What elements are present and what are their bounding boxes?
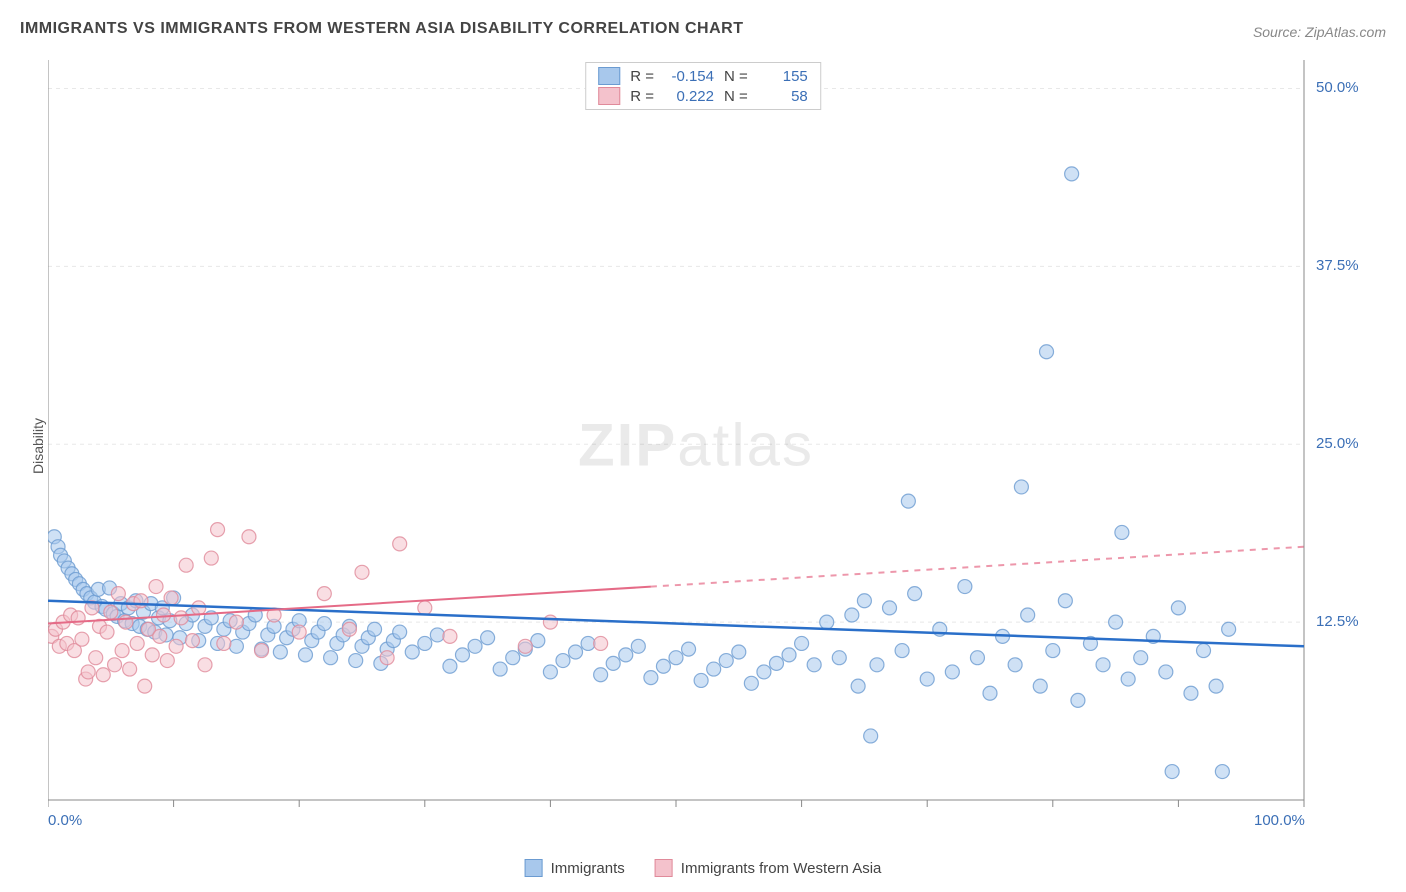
legend-swatch bbox=[525, 859, 543, 877]
y-tick-label: 12.5% bbox=[1316, 613, 1359, 630]
source-label: Source: ZipAtlas.com bbox=[1253, 24, 1386, 40]
correlation-legend: R = -0.154 N = 155 R = 0.222 N = 58 bbox=[585, 62, 821, 110]
chart-title: IMMIGRANTS VS IMMIGRANTS FROM WESTERN AS… bbox=[20, 20, 743, 38]
y-tick-label: 37.5% bbox=[1316, 257, 1359, 274]
legend-swatch bbox=[598, 67, 620, 85]
series-legend-item: Immigrants bbox=[525, 859, 625, 877]
legend-label: Immigrants from Western Asia bbox=[681, 860, 882, 877]
legend-n-value: 58 bbox=[758, 88, 808, 105]
scatter-plot bbox=[48, 60, 1344, 830]
legend-r-value: -0.154 bbox=[664, 68, 714, 85]
legend-swatch bbox=[598, 87, 620, 105]
series-legend-item: Immigrants from Western Asia bbox=[655, 859, 882, 877]
series-legend: Immigrants Immigrants from Western Asia bbox=[525, 859, 882, 877]
legend-label: Immigrants bbox=[551, 860, 625, 877]
legend-swatch bbox=[655, 859, 673, 877]
legend-r-label: R = bbox=[630, 68, 654, 85]
y-tick-label: 50.0% bbox=[1316, 79, 1359, 96]
legend-n-label: N = bbox=[724, 88, 748, 105]
correlation-legend-row: R = 0.222 N = 58 bbox=[598, 87, 808, 105]
x-tick-label: 0.0% bbox=[48, 812, 82, 829]
page-container: IMMIGRANTS VS IMMIGRANTS FROM WESTERN AS… bbox=[0, 0, 1406, 892]
chart-area: ZIPatlas bbox=[48, 60, 1344, 830]
correlation-legend-row: R = -0.154 N = 155 bbox=[598, 67, 808, 85]
legend-r-value: 0.222 bbox=[664, 88, 714, 105]
legend-n-value: 155 bbox=[758, 68, 808, 85]
x-tick-label: 100.0% bbox=[1254, 812, 1305, 829]
y-tick-label: 25.0% bbox=[1316, 435, 1359, 452]
y-axis-label: Disability bbox=[30, 418, 46, 474]
legend-n-label: N = bbox=[724, 68, 748, 85]
legend-r-label: R = bbox=[630, 88, 654, 105]
